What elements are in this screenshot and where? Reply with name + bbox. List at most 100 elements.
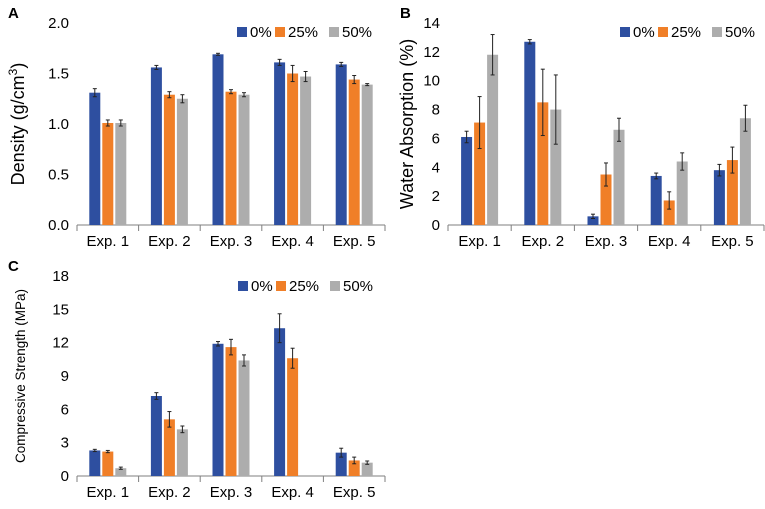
x-category-label: Exp. 1 [458, 233, 501, 250]
y-tick-label: 0.5 [48, 167, 69, 184]
y-tick-label: 0 [61, 468, 69, 485]
legend-label: 0% [250, 24, 272, 41]
bar-25pct [600, 174, 612, 225]
bar-25pct [287, 358, 299, 476]
y-tick-label: 14 [423, 15, 440, 32]
bar-25pct [726, 160, 738, 225]
y-tick-label: 15 [52, 301, 69, 318]
legend-label: 25% [289, 278, 319, 295]
bar-0pct [524, 41, 536, 225]
bar-25pct [348, 460, 360, 476]
y-tick-label: 6 [61, 401, 69, 418]
bar-50pct [300, 76, 312, 225]
bar-0pct [150, 67, 162, 225]
bar-50pct [238, 94, 250, 226]
bar-50pct [361, 462, 373, 476]
y-tick-label: 2.0 [48, 15, 69, 32]
bar-25pct [102, 451, 114, 476]
legend-label: 25% [288, 24, 318, 41]
legend-swatch [275, 27, 285, 37]
y-axis-label-superscript: 3 [6, 68, 20, 75]
x-category-label: Exp. 5 [711, 233, 754, 250]
legend-swatch [238, 281, 248, 291]
x-category-label: Exp. 5 [333, 484, 376, 501]
y-tick-label: 1.0 [48, 116, 69, 133]
y-tick-label: 2 [432, 188, 440, 205]
legend-label: 50% [725, 24, 755, 41]
panel-label: B [400, 5, 411, 22]
bar-25pct [537, 102, 549, 225]
panel-b-water-absorption-chart: B 0 2 4 6 8 10 12 14 Water Absorption (%) Exp. 1 Ex… [397, 5, 765, 250]
panel-a-density-chart: A 0.0 0.5 1.0 1.5 2.0 Density (g/cm3) Exp. 1 Exp… [6, 5, 386, 250]
x-category-label: Exp. 1 [87, 233, 130, 250]
bar-25pct [102, 122, 114, 225]
y-tick-label: 10 [423, 73, 440, 90]
panel-c-compressive-strength-chart: C 0 3 6 9 12 15 18 Compressive Strength (MPa) Exp… [8, 258, 386, 501]
y-tick-label: 8 [432, 102, 440, 119]
y-tick-label: 0 [432, 217, 440, 234]
bar-0pct [212, 54, 224, 226]
x-category-label: Exp. 1 [87, 484, 130, 501]
legend-swatch [712, 27, 722, 37]
bar-50pct [550, 109, 562, 225]
bar-0pct [461, 136, 473, 225]
x-category-label: Exp. 2 [522, 233, 565, 250]
y-tick-label: 12 [423, 44, 440, 61]
y-axis-label-text: Water Absorption (%) [397, 39, 417, 209]
bar-25pct [225, 91, 237, 226]
x-category-label: Exp. 4 [648, 233, 691, 250]
bar-0pct [713, 170, 725, 225]
y-tick-label: 3 [61, 435, 69, 452]
bar-25pct [474, 122, 486, 225]
bar-0pct [335, 452, 347, 476]
y-tick-label: 12 [52, 335, 69, 352]
bar-0pct [212, 343, 224, 476]
y-axis-label: Water Absorption (%) [397, 39, 417, 209]
bar-25pct [225, 347, 237, 476]
bar-50pct [487, 54, 499, 225]
legend-label: 50% [342, 24, 372, 41]
x-category-label: Exp. 2 [148, 233, 191, 250]
y-tick-label: 18 [52, 268, 69, 285]
bar-25pct [163, 419, 175, 476]
panel-label: A [8, 5, 19, 22]
bar-50pct [676, 161, 688, 225]
x-category-label: Exp. 3 [210, 484, 253, 501]
legend-label: 0% [633, 24, 655, 41]
y-axis-label: Compressive Strength (MPa) [13, 289, 28, 463]
legend-swatch [620, 27, 630, 37]
y-tick-label: 4 [432, 159, 440, 176]
bar-0pct [274, 62, 286, 225]
y-tick-label: 1.5 [48, 66, 69, 83]
bar-0pct [335, 64, 347, 225]
bar-0pct [650, 175, 662, 225]
legend-swatch [329, 27, 339, 37]
legend-swatch [276, 281, 286, 291]
y-axis-label-text: Compressive Strength (MPa) [13, 289, 28, 463]
legend-label: 25% [671, 24, 701, 41]
x-category-label: Exp. 3 [210, 233, 253, 250]
x-category-label: Exp. 2 [148, 484, 191, 501]
bar-0pct [89, 450, 101, 476]
y-axis-label: Density (g/cm3) [6, 63, 28, 186]
x-category-label: Exp. 4 [271, 484, 314, 501]
panel-label: C [8, 258, 19, 275]
bar-0pct [150, 396, 162, 476]
bar-50pct [739, 118, 751, 225]
bar-0pct [587, 216, 599, 225]
bar-50pct [176, 98, 188, 225]
bar-0pct [274, 328, 286, 476]
legend-swatch [658, 27, 668, 37]
legend-swatch [330, 281, 340, 291]
legend-label: 50% [343, 278, 373, 295]
legend-swatch [237, 27, 247, 37]
bar-25pct [663, 200, 675, 225]
bar-50pct [115, 122, 127, 225]
x-category-label: Exp. 3 [585, 233, 628, 250]
y-axis-label-close: ) [8, 63, 28, 69]
y-tick-label: 6 [432, 130, 440, 147]
y-tick-label: 0.0 [48, 217, 69, 234]
bar-25pct [163, 94, 175, 226]
y-axis-label-text: Density (g/cm [8, 75, 28, 185]
